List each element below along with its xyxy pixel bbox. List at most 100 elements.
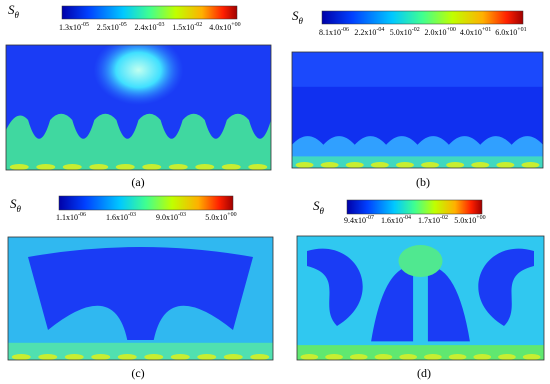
hot-spot (446, 162, 465, 168)
tick-exponent: +00 (476, 215, 485, 221)
tick-mantissa: 5.0x10 (390, 28, 412, 37)
tick-mantissa: 1.1x10 (56, 213, 78, 222)
vortex (478, 248, 534, 326)
tick-exponent: -04 (376, 27, 384, 33)
panel-caption: (a) (131, 175, 144, 189)
hot-spot (370, 162, 389, 168)
symbol-subscript: θ (320, 206, 325, 216)
tick-exponent: -02 (412, 27, 420, 33)
colorbar-tick-label: 9.0x10-03 (156, 212, 186, 222)
colorbar-tick-label: 6.0x10+01 (495, 27, 526, 37)
hot-spot (300, 354, 319, 360)
colorbar (58, 195, 234, 211)
colorbar-tick-label: 2.4x10-03 (135, 22, 165, 32)
colorbar-tick-label: 9.4x10-07 (344, 215, 374, 225)
hot-spot (471, 162, 490, 168)
hot-spot (421, 162, 440, 168)
hot-spot (195, 164, 215, 170)
bottom-layer (292, 156, 543, 168)
tick-mantissa: 4.0x10 (209, 23, 231, 32)
hot-spot (248, 164, 268, 170)
symbol-subscript: θ (17, 204, 22, 214)
colorbar-tick-label: 2.5x10-05 (97, 22, 127, 32)
plume (93, 45, 184, 105)
hot-spot (36, 164, 56, 170)
hot-spot (115, 164, 135, 170)
hot-spot (197, 354, 217, 360)
tick-exponent: +01 (482, 27, 491, 33)
colorbar-tick-label: 5.0x10+00 (205, 212, 236, 222)
tick-exponent: -05 (119, 22, 127, 28)
vortex (307, 248, 363, 326)
tick-mantissa: 9.4x10 (344, 216, 366, 225)
vortex (371, 266, 470, 342)
colorbar (346, 199, 483, 215)
hot-spot (498, 354, 516, 360)
colorbar (321, 10, 524, 25)
hot-spot (64, 354, 84, 360)
hot-spot (496, 162, 515, 168)
contour-field (292, 52, 543, 168)
hot-spot (349, 354, 368, 360)
colorbar-tick-label: 5.0x10-02 (390, 27, 420, 37)
panel: Sθ1.3x10-05 2.5x10-05 2.4x10-03 1.5x10-02 4.… (5, 2, 272, 189)
hot-spot (89, 164, 109, 170)
colorbar-tick-label: 5.0x10+00 (454, 215, 485, 225)
symbol-letter: S (292, 8, 299, 23)
colorbar-tick-label: 2.0x10+00 (425, 27, 456, 37)
colorbar-tick-label: 1.6x10-03 (106, 212, 136, 222)
plot-border (5, 44, 272, 171)
tick-mantissa: 2.2x10 (354, 28, 376, 37)
tick-mantissa: 2.0x10 (425, 28, 447, 37)
colorbar-tick-label: 4.0x10+01 (460, 27, 491, 37)
hot-spot (399, 354, 417, 360)
hot-spot (448, 354, 467, 360)
symbol: Sθ (292, 8, 304, 26)
tick-mantissa: 1.5x10 (172, 23, 194, 32)
hot-spot (395, 162, 414, 168)
panel: Sθ 8.1x10-06 2.2x10-04 5.0x10-02 2.0x10+00 4.… (291, 8, 544, 189)
tick-mantissa: 1.3x10 (59, 23, 81, 32)
colorbar-tick-label: 1.3x10-05 (59, 22, 89, 32)
hot-spot (117, 354, 137, 360)
symbol-letter: S (10, 196, 17, 211)
hot-spot (38, 354, 58, 360)
tick-exponent: -05 (81, 22, 89, 28)
hot-spot (320, 162, 339, 168)
hot-spot (473, 354, 492, 360)
symbol-letter: S (313, 198, 320, 213)
hot-spot (168, 164, 188, 170)
hot-spot (170, 354, 190, 360)
contour-field (6, 45, 271, 170)
symbol: Sθ (8, 2, 20, 20)
plot-border (291, 51, 544, 169)
hot-spot (62, 164, 82, 170)
tick-exponent: +00 (447, 27, 456, 33)
hot-spot (345, 162, 364, 168)
tick-mantissa: 2.4x10 (135, 23, 157, 32)
symbol: Sθ (313, 198, 325, 216)
tick-exponent: +00 (231, 22, 240, 28)
tick-mantissa: 4.0x10 (460, 28, 482, 37)
hot-spot (144, 354, 164, 360)
hot-spot (11, 354, 31, 360)
upper-layer (292, 52, 543, 87)
hot-spot (221, 164, 241, 170)
tick-mantissa: 5.0x10 (205, 213, 227, 222)
colorbar-tick-label: 1.6x10-04 (381, 215, 411, 225)
tick-exponent: +00 (227, 212, 236, 218)
hot-spot (522, 354, 541, 360)
colorbar-tick-label: 1.1x10-06 (56, 212, 86, 222)
colorbar-tick-label: 1.5x10-02 (172, 22, 202, 32)
contour-field (8, 237, 273, 360)
plot-border (296, 235, 545, 361)
tick-exponent: +01 (517, 27, 526, 33)
tick-mantissa: 6.0x10 (495, 28, 517, 37)
hot-spot (9, 164, 29, 170)
hot-spot (521, 162, 540, 168)
symbol-subscript: θ (15, 10, 20, 20)
tick-mantissa: 9.0x10 (156, 213, 178, 222)
tick-mantissa: 5.0x10 (454, 216, 476, 225)
tick-exponent: -06 (341, 27, 349, 33)
tick-mantissa: 8.1x10 (319, 28, 341, 37)
